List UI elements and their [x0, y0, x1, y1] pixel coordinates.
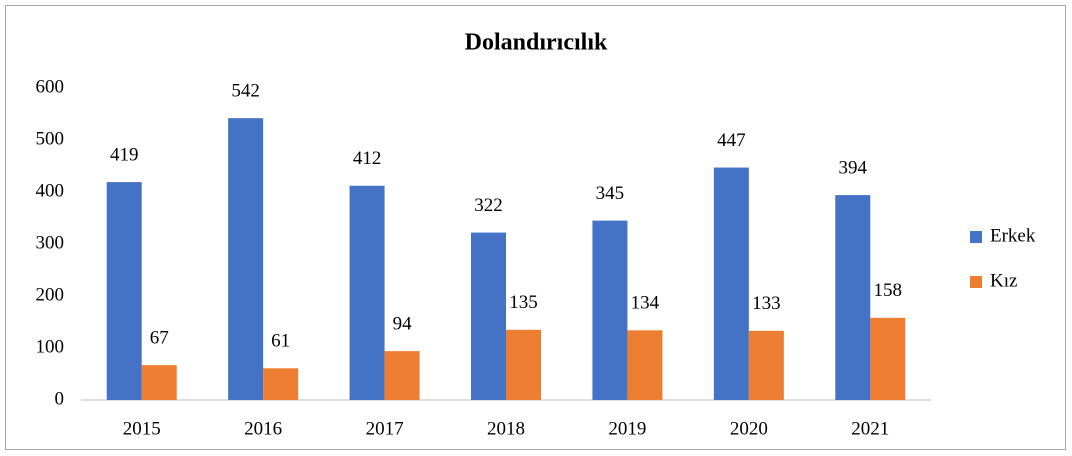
legend-label: Erkek — [990, 225, 1036, 246]
data-label: 135 — [509, 292, 538, 313]
bar — [228, 118, 264, 400]
data-label: 61 — [271, 331, 290, 352]
y-tick-label: 200 — [36, 284, 65, 305]
x-tick-label: 2015 — [123, 418, 161, 439]
y-tick-label: 400 — [36, 180, 65, 201]
legend-swatch — [970, 276, 982, 288]
data-label: 67 — [150, 328, 169, 349]
bar — [349, 185, 385, 400]
data-label: 412 — [353, 148, 382, 169]
x-tick-label: 2018 — [487, 418, 525, 439]
bar — [384, 351, 420, 400]
bar — [263, 368, 299, 400]
data-label: 345 — [596, 183, 625, 204]
data-label: 322 — [474, 195, 503, 216]
data-label: 447 — [717, 130, 746, 151]
y-tick-label: 100 — [36, 336, 65, 357]
bar — [506, 329, 541, 400]
bar — [627, 330, 663, 400]
data-label: 542 — [231, 81, 260, 102]
data-label: 133 — [752, 293, 781, 314]
legend-label: Kız — [990, 270, 1017, 291]
data-label: 419 — [110, 144, 139, 165]
bar — [870, 317, 906, 400]
y-tick-label: 0 — [55, 388, 65, 409]
y-tick-label: 300 — [36, 232, 65, 253]
bar — [141, 365, 177, 400]
legend-swatch — [970, 231, 982, 243]
data-label: 94 — [393, 313, 413, 334]
bar — [748, 330, 784, 400]
x-tick-label: 2016 — [244, 418, 282, 439]
bar — [471, 232, 506, 400]
x-tick-label: 2020 — [730, 418, 768, 439]
data-label: 158 — [874, 280, 903, 301]
data-label: 134 — [631, 293, 660, 314]
y-tick-label: 500 — [36, 128, 65, 149]
bar — [713, 167, 749, 400]
x-tick-label: 2017 — [366, 418, 404, 439]
bar — [106, 182, 142, 400]
y-tick-label: 600 — [36, 76, 65, 97]
bar — [592, 220, 628, 400]
data-label: 394 — [839, 157, 868, 178]
x-tick-label: 2019 — [608, 418, 646, 439]
x-tick-label: 2021 — [851, 418, 889, 439]
bar — [835, 195, 871, 400]
chart-title: Dolandırıcılık — [465, 30, 608, 56]
